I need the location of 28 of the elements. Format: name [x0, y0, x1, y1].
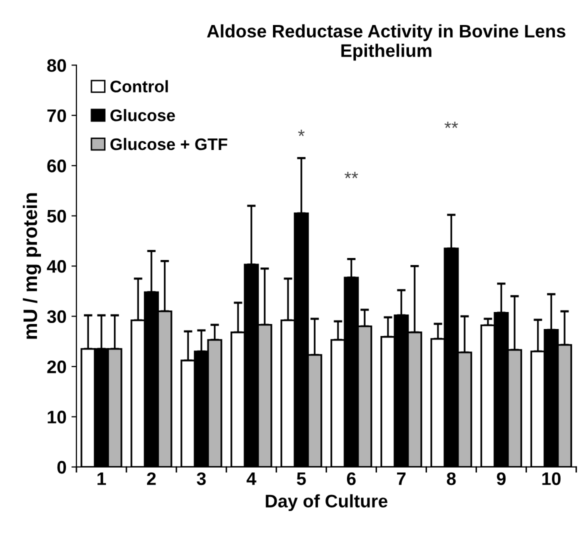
x-tick-label: 1 [98, 472, 106, 485]
legend-label: Glucose [110, 109, 175, 122]
x-tick-label: 6 [346, 472, 356, 486]
x-tick-label: 3 [196, 472, 206, 486]
annotation: ** [444, 122, 458, 128]
y-tick-label: 40 [46, 260, 66, 273]
y-tick-label: 70 [47, 109, 66, 122]
x-axis-title: Day of Culture [266, 494, 388, 512]
chart-title: Aldose Reductase Activity in Bovine Lens Epithelium [207, 24, 566, 61]
x-tick-label: 9 [496, 472, 506, 486]
y-tick-label: 60 [47, 160, 66, 172]
annotation: ** [344, 172, 358, 178]
legend-label: Glucose + GTF [110, 138, 228, 150]
y-tick-label: 30 [47, 310, 66, 324]
x-tick-label: 8 [446, 472, 456, 486]
x-tick-label: 10 [542, 472, 561, 486]
annotation: * [298, 130, 305, 136]
x-tick-label: 5 [296, 472, 306, 486]
y-tick-label: 0 [57, 460, 66, 474]
x-tick-label: 4 [246, 472, 256, 485]
y-tick-label: 10 [48, 410, 66, 424]
y-tick-label: 80 [47, 59, 66, 72]
y-axis-title: mU / mg protein [22, 193, 42, 339]
x-tick-label: 2 [147, 472, 156, 485]
x-tick-label: 7 [397, 472, 406, 485]
legend-label: Control [110, 80, 168, 92]
y-tick-label: 50 [47, 210, 66, 223]
y-tick-label: 20 [47, 360, 66, 374]
